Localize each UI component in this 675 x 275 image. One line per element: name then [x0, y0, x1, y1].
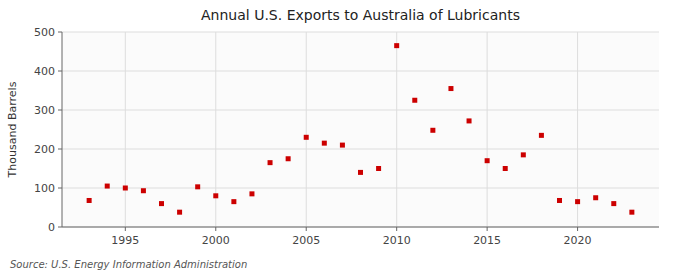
point — [87, 198, 92, 203]
plot-background — [62, 32, 659, 227]
y-tick — [58, 32, 62, 33]
point — [412, 98, 417, 103]
point — [448, 86, 453, 91]
y-axis-line — [62, 32, 63, 227]
point — [177, 210, 182, 215]
x-tick-label: 2015 — [473, 234, 501, 247]
y-axis-label: Thousand Barrels — [6, 81, 19, 178]
point — [286, 156, 291, 161]
x-tick — [125, 227, 126, 231]
x-tick-label: 2020 — [564, 234, 592, 247]
y-grid-line — [62, 188, 659, 189]
x-tick — [306, 227, 307, 231]
grid — [62, 32, 659, 227]
point — [195, 184, 200, 189]
y-grid-line — [62, 227, 659, 228]
point — [304, 135, 309, 140]
y-tick-label: 200 — [34, 143, 55, 156]
point — [268, 160, 273, 165]
point — [105, 184, 110, 189]
x-tick — [577, 227, 578, 231]
point — [611, 201, 616, 206]
point — [629, 210, 634, 215]
point — [141, 188, 146, 193]
y-grid-line — [62, 149, 659, 150]
chart: 0 100 200 300 400 500 1995 2000 2005 2010 2015 2020… — [0, 0, 675, 275]
y-grid-line — [62, 110, 659, 111]
y-tick — [58, 188, 62, 189]
point — [231, 199, 236, 204]
x-tick — [487, 227, 488, 231]
y-grid-line — [62, 71, 659, 72]
point — [485, 158, 490, 163]
point — [557, 198, 562, 203]
x-tick — [396, 227, 397, 231]
point — [322, 141, 327, 146]
point — [467, 118, 472, 123]
point — [394, 43, 399, 48]
point — [159, 201, 164, 206]
axes: 0 100 200 300 400 500 1995 2000 2005 2010 2015 2020 — [34, 26, 659, 247]
x-tick — [215, 227, 216, 231]
chart-container: 0 100 200 300 400 500 1995 2000 2005 2010 2015 2020… — [0, 0, 675, 275]
x-grid-line — [577, 32, 578, 227]
y-tick-label: 500 — [34, 26, 55, 39]
point — [340, 143, 345, 148]
x-grid-line — [306, 32, 307, 227]
y-tick-label: 300 — [34, 104, 55, 117]
x-tick-label: 2005 — [292, 234, 320, 247]
y-grid-line — [62, 32, 659, 33]
y-tick-label: 100 — [34, 182, 55, 195]
title: Annual U.S. Exports to Australia of Lubr… — [201, 7, 520, 23]
point — [123, 186, 128, 191]
point — [503, 166, 508, 171]
x-axis-line — [62, 227, 659, 228]
y-tick — [58, 110, 62, 111]
point — [249, 191, 254, 196]
y-tick — [58, 71, 62, 72]
point — [539, 133, 544, 138]
y-tick-label: 0 — [48, 221, 55, 234]
point — [358, 170, 363, 175]
x-tick-label: 2000 — [202, 234, 230, 247]
point — [430, 128, 435, 133]
source-note: Source: U.S. Energy Information Administ… — [10, 259, 247, 270]
x-tick-label: 2010 — [383, 234, 411, 247]
y-tick-label: 400 — [34, 65, 55, 78]
point — [213, 193, 218, 198]
point — [575, 199, 580, 204]
x-grid-line — [125, 32, 126, 227]
y-tick — [58, 149, 62, 150]
y-tick — [58, 227, 62, 228]
point — [593, 195, 598, 200]
x-grid-line — [487, 32, 488, 227]
point — [376, 166, 381, 171]
points — [87, 43, 635, 215]
point — [521, 152, 526, 157]
x-grid-line — [396, 32, 397, 227]
x-tick-label: 1995 — [111, 234, 139, 247]
